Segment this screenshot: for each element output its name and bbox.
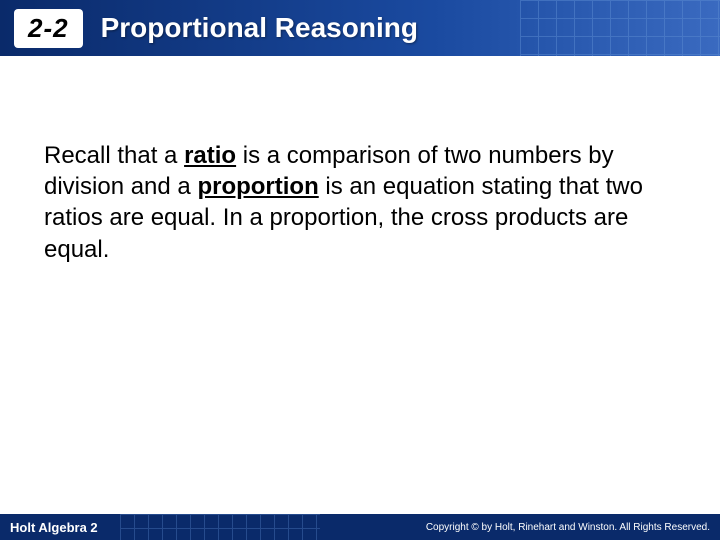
body-paragraph: Recall that a ratio is a comparison of t… — [44, 140, 664, 265]
footer-copyright: Copyright © by Holt, Rinehart and Winsto… — [426, 522, 710, 533]
footer-grid-pattern — [120, 514, 320, 540]
footer-bar: Holt Algebra 2 Copyright © by Holt, Rine… — [0, 514, 720, 540]
body-text-pre: Recall that a — [44, 142, 184, 169]
term-ratio: ratio — [184, 142, 236, 169]
section-number-badge: 2-2 — [14, 9, 83, 48]
slide-title: Proportional Reasoning — [101, 12, 418, 44]
header-bar: 2-2 Proportional Reasoning — [0, 0, 720, 56]
slide: 2-2 Proportional Reasoning Recall that a… — [0, 0, 720, 540]
header-grid-pattern — [520, 0, 720, 56]
footer-book-title: Holt Algebra 2 — [10, 520, 98, 535]
term-proportion: proportion — [197, 173, 318, 200]
